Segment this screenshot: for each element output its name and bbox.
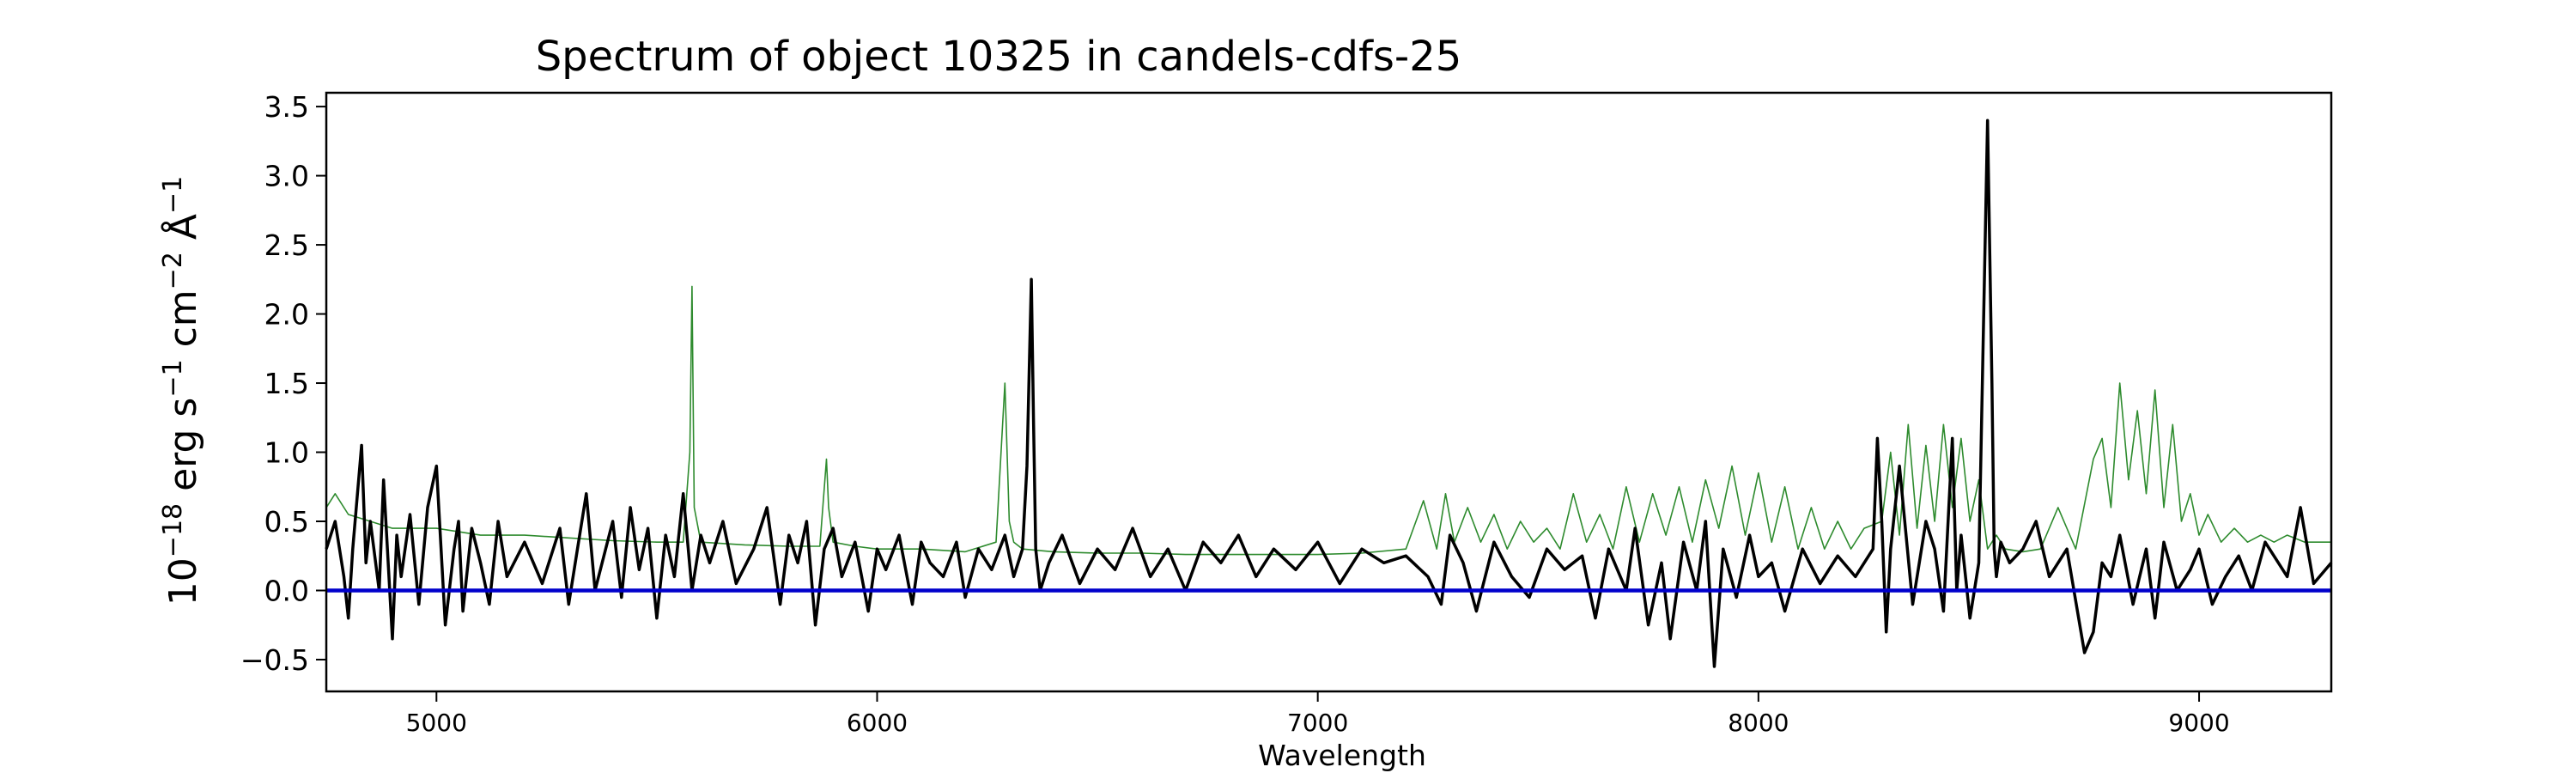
x-tick-label: 5000 <box>406 709 467 737</box>
y-tick-label: 0.5 <box>264 505 309 539</box>
y-axis-label-mid1: erg s <box>161 398 205 503</box>
y-axis-label-mid2: cm <box>161 289 205 359</box>
y-axis-label-exp2: −1 <box>158 359 188 397</box>
y-tick-label: 1.5 <box>264 367 309 400</box>
y-tick-label: −0.5 <box>240 643 309 677</box>
y-tick-label: 2.5 <box>264 228 309 262</box>
x-tick-label: 7000 <box>1287 709 1348 737</box>
plot-series <box>325 119 2333 668</box>
x-tick-label: 6000 <box>847 709 908 737</box>
y-tick-label: 3.5 <box>264 90 309 124</box>
y-tick-label: 1.0 <box>264 436 309 470</box>
plot-frame <box>325 91 2333 693</box>
series-line-flux <box>325 119 2333 668</box>
axis-ticks: 5000 6000 7000 8000 9000 −0.5 0.0 0.5 1.0 1.5 2.0 2… <box>240 90 2230 737</box>
x-tick-label: 9000 <box>2168 709 2229 737</box>
x-tick-label: 8000 <box>1728 709 1789 737</box>
y-tick-label: 3.0 <box>264 160 309 193</box>
series-line-error <box>325 285 2331 556</box>
y-tick-label: 0.0 <box>264 574 309 607</box>
x-axis-label: Wavelength <box>1258 739 1426 772</box>
y-axis-label-exp3: −2 <box>158 252 188 289</box>
y-tick-label: 2.0 <box>264 298 309 332</box>
y-axis-label: 10−18 erg s−1 cm−2 Å−1 <box>158 176 206 606</box>
y-axis-label-exp4: −1 <box>158 176 188 214</box>
y-axis-label-mid3: Å <box>160 214 205 252</box>
chart-title: Spectrum of object 10325 in candels-cdfs… <box>536 33 1462 81</box>
y-axis-label-exp1: −18 <box>158 503 188 557</box>
y-axis-label-base: 10 <box>161 557 205 606</box>
